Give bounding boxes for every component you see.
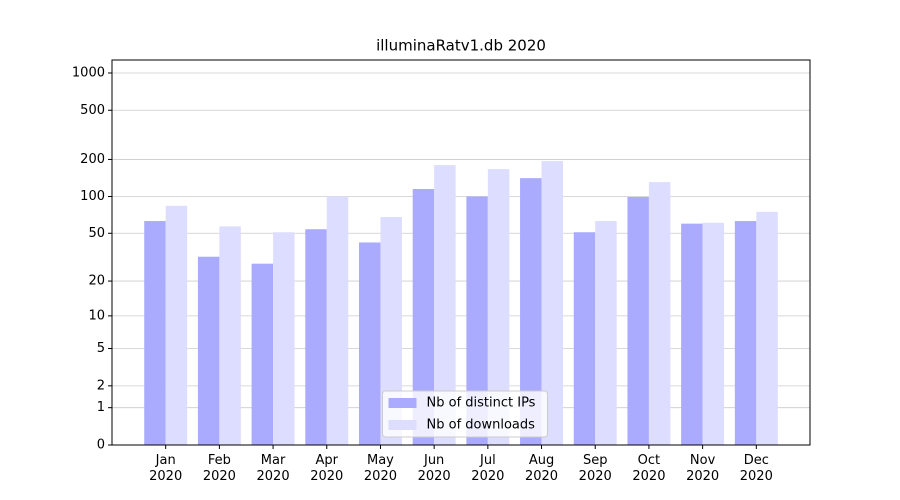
bar (326, 196, 349, 445)
y-tick-label: 0 (97, 438, 105, 453)
plot-frame (111, 59, 811, 446)
x-tick-label: Nov 2020 (686, 453, 720, 484)
legend-box (382, 390, 548, 438)
y-tick-label: 1 (97, 400, 105, 415)
x-tick-label: Jun 2020 (417, 453, 451, 484)
bar (573, 232, 596, 445)
bar (466, 196, 488, 445)
y-tick-label: 1000 (72, 65, 105, 80)
legend-swatch (388, 398, 417, 408)
bar (144, 221, 166, 445)
y-tick-label: 2 (97, 378, 105, 393)
x-tick-label: Sep 2020 (578, 453, 612, 484)
y-tick-label: 100 (80, 189, 105, 204)
bar (756, 211, 778, 445)
bar (595, 221, 617, 445)
legend: Nb of distinct IPs Nb of downloads (382, 390, 548, 438)
bar (648, 182, 671, 445)
x-tick-label: Apr 2020 (310, 453, 344, 484)
bar (681, 223, 703, 445)
x-tick-label: Mar 2020 (256, 453, 290, 484)
bar (251, 263, 274, 445)
legend-label: Nb of downloads (427, 418, 536, 433)
x-tick-label: Dec 2020 (739, 453, 773, 484)
bar (197, 256, 220, 445)
bar (305, 229, 327, 445)
bar (541, 161, 564, 445)
bar (520, 178, 542, 446)
x-tick-label: Aug 2020 (524, 453, 559, 484)
x-tick-label: May 2020 (363, 453, 397, 484)
y-tick-label: 50 (88, 226, 105, 241)
x-tick-label: Jul 2020 (471, 453, 505, 484)
x-tick-label: Jan 2020 (149, 453, 183, 484)
bar (358, 242, 381, 445)
legend-label: Nb of distinct IPs (427, 396, 536, 411)
y-tick-label: 200 (80, 152, 105, 167)
x-tick-label: Oct 2020 (632, 453, 666, 484)
bar (412, 189, 435, 445)
y-tick-label: 5 (97, 341, 105, 356)
x-tick-label: Feb 2020 (202, 453, 236, 484)
bar (273, 232, 295, 445)
bar (734, 221, 757, 445)
bar (434, 165, 456, 445)
bar (702, 222, 725, 445)
bar (165, 205, 188, 445)
legend-swatch (388, 420, 417, 430)
y-tick-label: 20 (88, 274, 105, 289)
y-tick-label: 10 (88, 308, 105, 323)
chart-title: illuminaRatv1.db 2020 (376, 37, 546, 55)
y-tick-label: 500 (80, 103, 105, 118)
bar (219, 226, 241, 445)
bar (627, 197, 649, 445)
bar (487, 169, 510, 445)
bar (380, 217, 402, 445)
